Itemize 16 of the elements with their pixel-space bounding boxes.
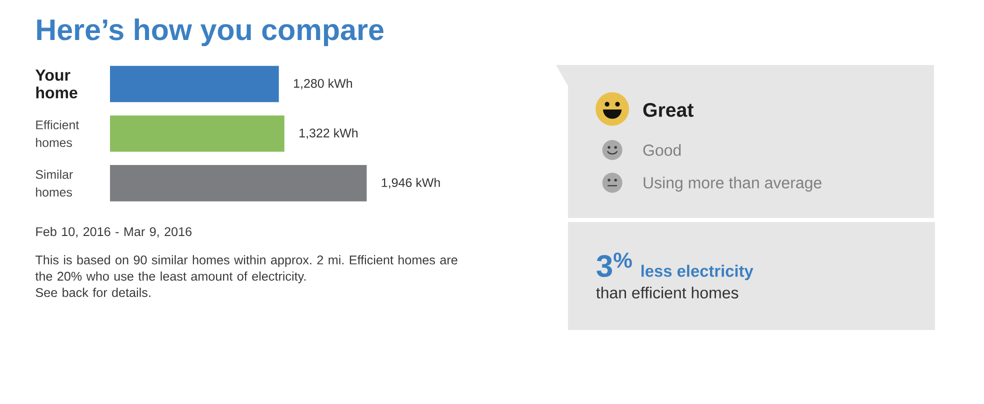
text: Feb 10, 2016 - Mar 9, 2016 bbox=[36, 226, 192, 238]
text: Using more than average bbox=[644, 176, 822, 192]
y-tick-label: Similar homes bbox=[36, 170, 73, 197]
data-label: 1,322 kWh bbox=[300, 128, 358, 139]
text: This is based on 90 similar homes within approx. 2 mi. Efficient homes are the 20% who use the least amount of electricity. bbox=[35, 255, 458, 284]
data-label: 1,280 kWh bbox=[294, 78, 352, 90]
text: See back for details. bbox=[36, 288, 150, 298]
y-tick-label: Your home bbox=[35, 70, 78, 98]
text: 3$^{%}$ bbox=[596, 252, 632, 278]
text: Good bbox=[643, 144, 681, 156]
text: than efficient homes bbox=[596, 286, 738, 298]
data-label: 1,946 kWh bbox=[382, 178, 440, 189]
chart-title: Here’s how you compare bbox=[37, 18, 384, 46]
y-tick-label: Efficient homes bbox=[36, 120, 79, 148]
text: Great bbox=[643, 103, 694, 117]
text: less electricity bbox=[641, 264, 754, 280]
